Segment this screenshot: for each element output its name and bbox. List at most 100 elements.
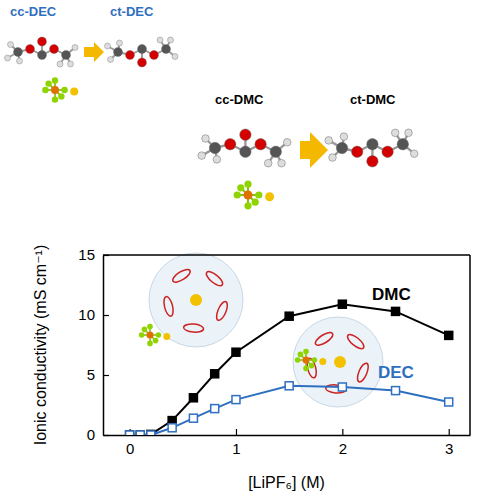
atom	[367, 156, 378, 167]
atom	[240, 146, 251, 157]
atom	[213, 156, 221, 164]
tick-mark	[103, 375, 109, 376]
axis-line	[103, 256, 105, 436]
tick-label: 3	[445, 440, 453, 457]
lithium-ion	[163, 333, 170, 340]
tick-label: 5	[87, 366, 95, 383]
axis-line	[104, 435, 471, 437]
atom	[153, 338, 159, 344]
marker	[126, 431, 134, 435]
lithium-ion	[70, 88, 78, 96]
marker	[445, 398, 453, 406]
marker	[189, 394, 197, 402]
atom	[68, 61, 74, 67]
tick-mark	[103, 315, 109, 316]
atom	[270, 146, 281, 157]
solvation-shell	[293, 317, 383, 407]
tick: 0	[87, 426, 109, 443]
marker	[136, 431, 144, 435]
atom	[295, 357, 301, 363]
atom	[156, 332, 162, 338]
atom	[26, 45, 35, 54]
atom	[237, 184, 244, 191]
chart-container: cc-DECct-DECcc-DMCct-DMC0123051015[LiPF₆…	[0, 0, 482, 500]
tick-label: 0	[87, 426, 95, 443]
arrow	[84, 42, 104, 62]
lithium-ion	[190, 294, 202, 306]
series-label: DMC	[372, 285, 411, 304]
y-axis-title: Ionic conductivity (mS cm⁻¹)	[32, 245, 49, 445]
atom	[397, 139, 408, 150]
marker	[136, 431, 144, 435]
atom	[198, 152, 206, 160]
atom	[38, 51, 47, 60]
frame	[469, 255, 471, 435]
atom	[278, 159, 286, 167]
marker	[147, 431, 155, 435]
atom	[340, 133, 348, 141]
shell	[149, 253, 243, 347]
annotation: ct-DEC	[110, 4, 154, 19]
series-label: DEC	[378, 363, 414, 382]
tick-mark	[236, 429, 237, 435]
atom	[325, 137, 333, 145]
atom	[312, 357, 318, 363]
atom	[147, 332, 154, 339]
molecule	[198, 129, 291, 167]
atom	[244, 202, 251, 209]
marker	[211, 405, 219, 413]
atom	[352, 146, 363, 157]
tick: 2	[339, 429, 347, 457]
solvent	[171, 267, 192, 284]
atom	[244, 191, 253, 200]
marker	[392, 307, 400, 315]
atom	[14, 48, 23, 57]
marker	[147, 430, 155, 435]
tick: 5	[87, 366, 109, 383]
marker	[445, 331, 453, 339]
arrow	[300, 132, 328, 168]
atom	[52, 77, 58, 83]
atom	[114, 48, 123, 57]
solvent	[313, 330, 334, 347]
atom	[61, 87, 67, 93]
atom	[138, 45, 147, 54]
lithium-ion	[334, 356, 346, 368]
marker	[232, 396, 240, 404]
atom	[139, 332, 145, 338]
atom	[117, 40, 123, 46]
atom	[138, 58, 147, 67]
solvent	[355, 362, 370, 384]
tick: 1	[232, 429, 240, 457]
tick: 3	[445, 429, 453, 457]
atom	[142, 327, 148, 333]
atom	[303, 366, 309, 372]
atom	[57, 61, 63, 67]
series-line	[130, 304, 449, 435]
tick: 10	[78, 306, 109, 323]
atom	[234, 191, 241, 198]
tick-mark	[342, 429, 343, 435]
marker	[189, 414, 197, 422]
atom	[42, 87, 48, 93]
atom	[150, 51, 159, 60]
atom	[382, 146, 393, 157]
atom	[72, 45, 78, 51]
tick: 0	[126, 429, 134, 457]
atom	[168, 37, 174, 43]
tick-mark	[449, 429, 450, 435]
atom	[309, 363, 315, 369]
solvent	[214, 300, 229, 322]
atom	[209, 142, 220, 153]
y-axis: 0 5 10 15	[78, 246, 109, 443]
marker	[232, 348, 240, 356]
atom	[264, 159, 272, 167]
atom	[5, 55, 11, 61]
tick-label: 15	[78, 246, 95, 263]
frame	[103, 254, 470, 256]
atom	[58, 93, 64, 99]
atom	[303, 357, 310, 364]
atom	[252, 199, 259, 206]
atom	[38, 37, 47, 46]
atom	[410, 150, 418, 158]
